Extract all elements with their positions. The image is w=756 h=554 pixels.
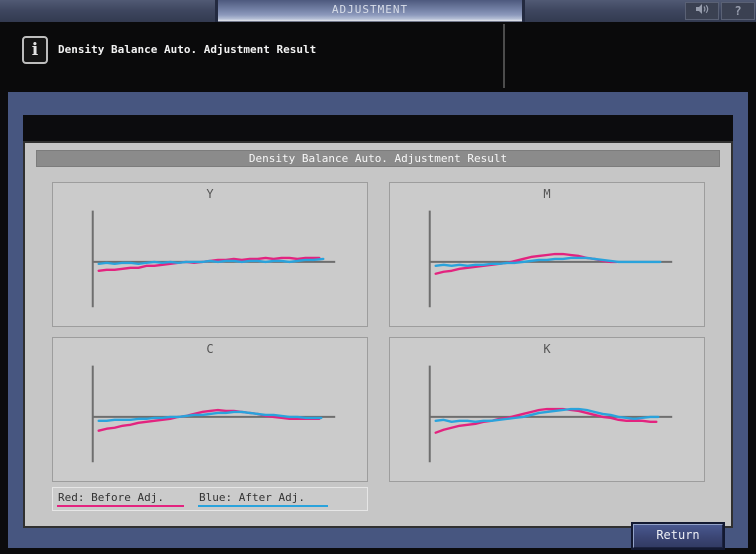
help-icon: ? <box>734 4 742 18</box>
volume-button[interactable] <box>685 2 719 20</box>
chart-title-m: M <box>543 187 551 201</box>
legend-underline-after <box>198 505 328 507</box>
main-area: Density Balance Auto. Adjustment Result … <box>0 90 756 554</box>
tab-adjustment[interactable]: ADJUSTMENT <box>215 0 525 22</box>
legend: Red: Before Adj. Blue: After Adj. <box>52 487 368 511</box>
legend-after-label: Blue: After Adj. <box>199 491 305 504</box>
legend-before-label: Red: Before Adj. <box>58 491 164 504</box>
header: i Density Balance Auto. Adjustment Resul… <box>0 22 756 90</box>
content-background: Density Balance Auto. Adjustment Result … <box>8 92 748 548</box>
chart-panel-y: Y <box>52 182 368 327</box>
speaker-icon <box>694 3 710 19</box>
top-bar: ADJUSTMENT ? <box>0 0 756 22</box>
top-bar-buttons: ? <box>685 2 755 20</box>
panel-title: Density Balance Auto. Adjustment Result <box>36 150 720 167</box>
header-divider <box>503 24 505 88</box>
chart-panel-c: C <box>52 337 368 482</box>
chart-panel-m: M <box>389 182 705 327</box>
chart-canvas-y <box>91 210 336 308</box>
panel-title-strip <box>23 115 733 141</box>
header-title: Density Balance Auto. Adjustment Result <box>58 43 317 56</box>
legend-underline-before <box>57 505 184 507</box>
chart-title-k: K <box>543 342 551 356</box>
help-button[interactable]: ? <box>721 2 755 20</box>
result-panel: Density Balance Auto. Adjustment Result … <box>23 141 733 528</box>
return-button[interactable]: Return <box>633 524 723 548</box>
chart-canvas-c <box>91 365 336 463</box>
chart-canvas-k <box>428 365 673 463</box>
chart-panel-k: K <box>389 337 705 482</box>
chart-title-y: Y <box>206 187 214 201</box>
info-icon: i <box>22 36 48 64</box>
chart-title-c: C <box>206 342 214 356</box>
tab-adjustment-label: ADJUSTMENT <box>331 3 409 16</box>
chart-canvas-m <box>428 210 673 308</box>
